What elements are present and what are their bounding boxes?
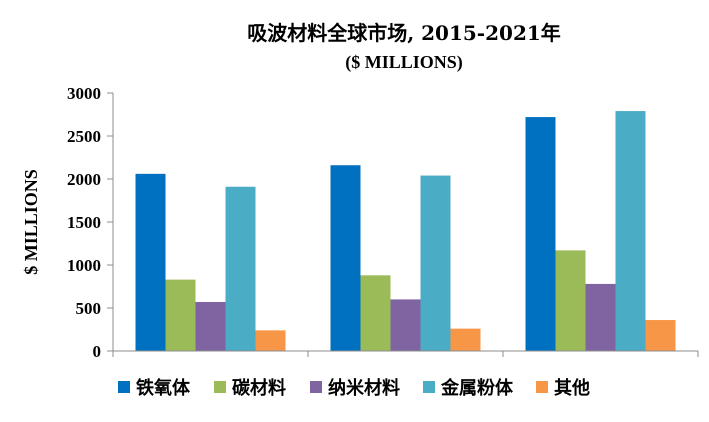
legend-label: 碳材料: [232, 377, 286, 399]
legend-item: 碳材料: [214, 377, 286, 399]
bar: [225, 186, 256, 351]
y-tick-label: 1000: [67, 256, 101, 275]
y-axis-label: $ MILLIONS: [21, 169, 41, 275]
bar-series-group: [135, 111, 676, 351]
bar: [615, 111, 646, 351]
y-tick-label: 2500: [67, 127, 101, 146]
legend-swatch: [536, 381, 548, 393]
y-tick-label: 0: [93, 342, 102, 361]
legend: 铁氧体 碳材料 纳米材料 金属粉体 其他: [118, 377, 590, 399]
bar-series: [165, 250, 586, 351]
bar: [450, 328, 481, 351]
bar: [585, 283, 616, 351]
bar: [135, 173, 166, 351]
bar-series: [225, 111, 646, 351]
legend-swatch: [423, 381, 435, 393]
bar-series: [195, 283, 616, 351]
y-tick-label: 500: [76, 299, 102, 318]
chart-subtitle: ($ MILLIONS): [345, 52, 463, 73]
bar: [390, 299, 421, 351]
y-tick-label: 1500: [67, 213, 101, 232]
bar: [525, 117, 556, 351]
legend-swatch: [118, 381, 130, 393]
legend-swatch: [310, 381, 322, 393]
legend-label: 铁氧体: [136, 377, 191, 399]
bar-series: [255, 320, 676, 351]
legend-label: 金属粉体: [440, 377, 514, 399]
bar: [420, 175, 451, 351]
legend-label: 纳米材料: [328, 377, 400, 399]
legend-item: 铁氧体: [118, 377, 191, 399]
y-tick-label: 2000: [67, 170, 101, 189]
chart-title: 吸波材料全球市场, 2015-2021年: [247, 21, 561, 45]
x-axis-ticks: [112, 351, 699, 357]
bar: [195, 301, 226, 351]
legend-swatch: [214, 381, 226, 393]
legend-item: 纳米材料: [310, 377, 400, 399]
legend-label: 其他: [554, 377, 590, 399]
bar: [165, 279, 196, 351]
bar-series: [135, 117, 556, 351]
y-tick-label: 3000: [67, 84, 101, 103]
bar: [255, 330, 286, 351]
legend-item: 其他: [536, 377, 590, 399]
bar: [360, 275, 391, 351]
y-axis-ticks: 0 500 1000 1500 2000 2500 3000: [67, 84, 113, 361]
legend-item: 金属粉体: [423, 377, 514, 399]
bar: [645, 320, 676, 351]
bar: [555, 250, 586, 351]
bar: [330, 165, 361, 351]
